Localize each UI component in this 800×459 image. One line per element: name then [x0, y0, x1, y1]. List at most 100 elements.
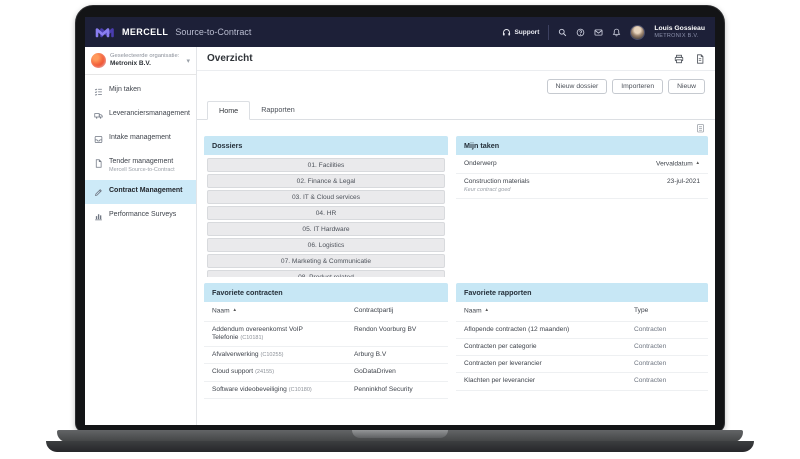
headset-icon — [503, 28, 511, 35]
help-icon[interactable] — [576, 28, 585, 37]
sidebar: Geselecteerde organisatie: Metronix B.V.… — [85, 47, 197, 425]
laptop-screen: MERCELL Source-to-Contract Support — [85, 17, 715, 425]
favoriete-rapporten-panel: Favoriete rapporten Naam ▲ Type Aflopend… — [456, 283, 708, 391]
organization-selector-label: Geselecteerde organisatie: — [110, 53, 180, 60]
dossier-button[interactable]: 03. IT & Cloud services — [207, 190, 445, 204]
table-row[interactable]: Contracten per categorie Contracten — [456, 339, 708, 357]
mijn-taken-panel: Mijn taken Onderwerp Vervaldatum ▲ — [456, 136, 708, 277]
column-header-naam[interactable]: Naam ▲ — [464, 307, 489, 315]
table-header: Naam ▲ Contractpartij — [204, 302, 448, 322]
table-row[interactable]: Software videobeveiliging (C10180) Pennin… — [204, 382, 448, 399]
organization-selector[interactable]: Geselecteerde organisatie: Metronix B.V.… — [85, 47, 196, 75]
table-row[interactable]: Contracten per leverancier Contracten — [456, 356, 708, 374]
task-due-date: 23-jul-2021 — [667, 178, 700, 186]
column-header-type[interactable]: Type — [634, 307, 649, 314]
report-name[interactable]: Klachten per leverancier — [464, 377, 536, 385]
topbar: MERCELL Source-to-Contract Support — [85, 17, 715, 47]
sidebar-item-label: Contract Management — [109, 187, 183, 195]
chevron-down-icon: ▾ — [186, 57, 190, 65]
table-row[interactable]: Addendum overeenkomst VoIP Telefonie (C10… — [204, 322, 448, 348]
contract-code: (C10181) — [240, 334, 264, 341]
contract-name[interactable]: Cloud support — [212, 368, 254, 376]
dossier-button[interactable]: 02. Finance & Legal — [207, 174, 445, 188]
mail-icon[interactable] — [594, 28, 603, 37]
product-name: Source-to-Contract — [175, 27, 252, 37]
column-header-onderwerp[interactable]: Onderwerp — [464, 160, 497, 167]
contract-code: (C10255) — [260, 352, 284, 359]
organization-selector-value: Metronix B.V. — [110, 60, 151, 68]
sort-ascending-icon: ▲ — [695, 160, 700, 165]
report-type: Contracten — [634, 360, 667, 368]
tab-bar: Home Rapporten — [197, 101, 715, 120]
importeren-button[interactable]: Importeren — [612, 79, 664, 94]
sidebar-item-tender-management[interactable]: Tender management Mercell Source-to-Cont… — [85, 151, 196, 180]
table-row[interactable]: Cloud support (24155) GoDataDriven — [204, 364, 448, 382]
sidebar-item-performance-surveys[interactable]: Performance Surveys — [85, 204, 196, 228]
contract-party: GoDataDriven — [354, 368, 396, 376]
topbar-divider — [548, 24, 550, 40]
print-icon[interactable] — [674, 54, 684, 64]
contract-name[interactable]: Software videobeveiliging — [212, 385, 287, 393]
table-row[interactable]: Klachten per leverancier Contracten — [456, 373, 708, 391]
search-icon[interactable] — [558, 28, 567, 37]
task-subject[interactable]: Construction materials — [464, 178, 530, 186]
sidebar-item-contract-management[interactable]: Contract Management — [85, 180, 196, 205]
contract-icon — [94, 189, 102, 197]
sort-ascending-icon: ▲ — [484, 307, 489, 312]
table-row[interactable]: Afvalverwerking (C10255) Arburg B.V — [204, 347, 448, 365]
brand-name: MERCELL — [122, 27, 169, 37]
contract-name[interactable]: Afvalverwerking — [212, 351, 259, 359]
column-header-contractpartij[interactable]: Contractpartij — [354, 307, 394, 314]
page-title: Overzicht — [207, 53, 253, 64]
dossier-button[interactable]: 05. IT Hardware — [207, 222, 445, 236]
contract-party: Arburg B.V — [354, 351, 387, 359]
user-menu[interactable]: Louis Gossieau METRONIX B.V. — [654, 25, 705, 39]
tasks-icon — [94, 88, 102, 96]
mijn-taken-title: Mijn taken — [456, 136, 708, 155]
report-type: Contracten — [634, 377, 667, 385]
column-header-vervaldatum[interactable]: Vervaldatum ▲ — [656, 160, 700, 168]
contract-party: Penninkhof Security — [354, 385, 413, 393]
nieuw-dossier-button[interactable]: Nieuw dossier — [546, 79, 608, 94]
main-content: Overzicht Nieuw dossier Impor — [197, 47, 715, 425]
nieuw-button[interactable]: Nieuw — [668, 79, 705, 94]
dossier-button[interactable]: 07. Marketing & Communicatie — [207, 254, 445, 268]
bell-icon[interactable] — [612, 28, 621, 37]
dossier-button[interactable]: 01. Facilities — [207, 158, 445, 172]
sidebar-item-mijn-taken[interactable]: Mijn taken — [85, 79, 196, 103]
dossier-button[interactable]: 04. HR — [207, 206, 445, 220]
contract-name[interactable]: Addendum overeenkomst VoIP Telefonie — [212, 325, 303, 341]
table-header: Onderwerp Vervaldatum ▲ — [456, 155, 708, 175]
tender-icon — [95, 159, 102, 168]
contract-code: (24155) — [255, 369, 275, 376]
sidebar-item-intake-management[interactable]: Intake management — [85, 127, 196, 151]
sidebar-item-label: Mijn taken — [109, 86, 141, 93]
support-button[interactable]: Support — [502, 28, 539, 37]
report-name[interactable]: Aflopende contracten (12 maanden) — [464, 325, 570, 333]
report-name[interactable]: Contracten per leverancier — [464, 360, 542, 368]
suppliers-icon — [94, 113, 103, 119]
column-header-naam[interactable]: Naam ▲ — [212, 307, 237, 315]
dossiers-list[interactable]: 01. Facilities 02. Finance & Legal 03. I… — [204, 155, 448, 277]
table-row[interactable]: Aflopende contracten (12 maanden) Contra… — [456, 322, 708, 339]
support-label: Support — [514, 28, 540, 36]
tab-home[interactable]: Home — [207, 101, 251, 120]
table-header: Naam ▲ Type — [456, 302, 708, 322]
sidebar-item-label: Intake management — [109, 134, 171, 141]
dossier-button[interactable]: 08. Product related — [207, 270, 445, 277]
dossiers-panel: Dossiers 01. Facilities 02. Finance & Le… — [204, 136, 448, 277]
user-avatar[interactable] — [630, 24, 646, 40]
dossier-button[interactable]: 06. Logistics — [207, 238, 445, 252]
mercell-logo[interactable]: MERCELL Source-to-Contract — [95, 26, 251, 38]
sidebar-item-leveranciersmanagement[interactable]: Leveranciersmanagement — [85, 103, 196, 127]
report-name[interactable]: Contracten per categorie — [464, 342, 537, 350]
table-row[interactable]: Construction materials Keur contract goe… — [456, 174, 708, 200]
favoriete-contracten-panel: Favoriete contracten Naam ▲ Contractpart… — [204, 283, 448, 399]
user-name: Louis Gossieau — [654, 24, 705, 32]
organization-logo — [91, 53, 106, 68]
layout-settings-icon[interactable] — [697, 124, 705, 133]
document-icon[interactable] — [695, 53, 705, 64]
report-type: Contracten — [634, 325, 667, 333]
tab-rapporten[interactable]: Rapporten — [261, 105, 295, 114]
dossiers-panel-title: Dossiers — [204, 136, 448, 155]
